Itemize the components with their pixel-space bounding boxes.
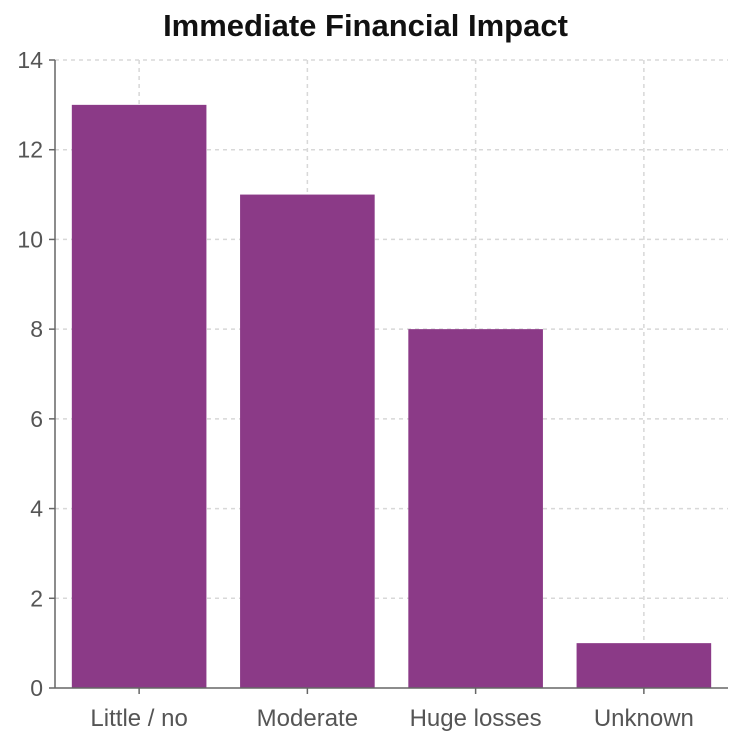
tick-labels: 0 2 4 6 8 10 12 14 Little / no Moderate Huge losse… <box>17 47 694 732</box>
x-tick-label: Huge losses <box>410 705 542 732</box>
y-tick-label: 0 <box>30 675 43 701</box>
bars <box>71 104 712 689</box>
y-tick-label: 10 <box>17 226 43 252</box>
bar-unknown <box>576 643 712 688</box>
y-tick-label: 4 <box>30 496 43 522</box>
y-tick-label: 6 <box>30 406 43 432</box>
y-tick-label: 12 <box>17 137 43 163</box>
y-tick-label: 8 <box>30 316 43 342</box>
x-tick-label: Moderate <box>257 705 358 732</box>
bar-little-no <box>71 104 207 689</box>
bar-huge-losses <box>408 329 543 688</box>
y-tick-label: 2 <box>30 585 43 611</box>
axes <box>49 59 728 694</box>
x-tick-label: Little / no <box>90 705 187 732</box>
chart-title: Immediate Financial Impact <box>163 8 568 43</box>
bar-moderate <box>240 194 375 689</box>
y-tick-label: 14 <box>17 47 43 73</box>
x-tick-label: Unknown <box>594 705 694 732</box>
